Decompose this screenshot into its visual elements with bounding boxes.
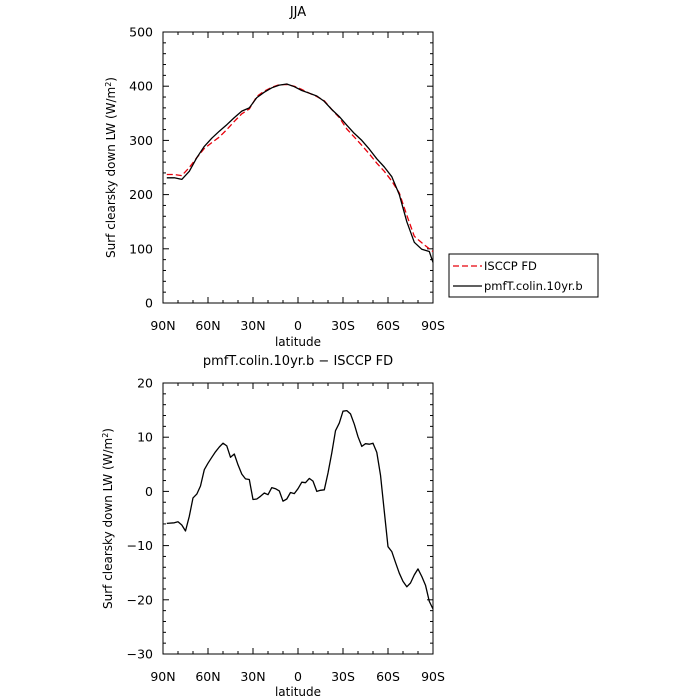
top-y-axis-label-sup: 2 <box>104 82 113 87</box>
top-y-tick-label: 500 <box>129 25 153 40</box>
legend: ISCCP FD pmfT.colin.10yr.b <box>448 253 599 298</box>
top-y-tick-label: 100 <box>129 241 153 256</box>
top-series-line-0 <box>166 83 434 253</box>
top-x-tick-label: 30S <box>331 318 355 333</box>
legend-label-isccp: ISCCP FD <box>484 259 537 273</box>
top-chart-title: JJA <box>289 5 306 20</box>
bottom-chart-title: pmfT.colin.10yr.b − ISCCP FD <box>203 354 393 369</box>
bottom-y-axis-label-end: ) <box>101 428 115 433</box>
bottom-y-tick-label: 20 <box>137 376 153 391</box>
top-y-tick-labels: 0 100 200 300 400 500 <box>129 25 153 311</box>
top-y-tick-label: 400 <box>129 79 153 94</box>
bottom-tick-marks <box>162 382 434 655</box>
top-x-tick-label: 90N <box>150 318 175 333</box>
top-x-tick-label: 60S <box>376 318 400 333</box>
top-y-axis-label-main: Surf clearsky down LW (W/m <box>104 87 118 258</box>
top-x-tick-labels: 90N 60N 30N 0 30S 60S 90S <box>150 318 445 333</box>
bottom-y-axis-label-sup: 2 <box>101 433 110 438</box>
bottom-y-axis-label-main: Surf clearsky down LW (W/m <box>101 438 115 609</box>
bottom-y-tick-label: −10 <box>127 538 153 553</box>
bottom-series-line-0 <box>166 409 434 610</box>
bottom-x-tick-label: 90N <box>150 669 175 684</box>
bottom-x-tick-label: 90S <box>421 669 445 684</box>
top-y-tick-label: 300 <box>129 133 153 148</box>
bottom-x-tick-label: 30S <box>331 669 355 684</box>
top-y-axis-label: Surf clearsky down LW (W/m2) <box>104 77 118 258</box>
bottom-x-tick-label: 0 <box>294 669 302 684</box>
legend-box <box>448 253 599 298</box>
bottom-x-tick-label: 30N <box>240 669 265 684</box>
legend-label-model: pmfT.colin.10yr.b <box>484 279 583 293</box>
top-y-axis-label-end: ) <box>104 77 118 82</box>
top-x-tick-label: 30N <box>240 318 265 333</box>
bottom-x-axis-label: latitude <box>275 685 321 699</box>
bottom-y-axis-label: Surf clearsky down LW (W/m2) <box>101 428 115 609</box>
bottom-x-tick-label: 60S <box>376 669 400 684</box>
top-x-tick-label: 0 <box>294 318 302 333</box>
top-series-lines <box>166 83 434 263</box>
bottom-y-tick-labels: −30 −20 −10 0 10 20 <box>127 376 153 662</box>
bottom-y-tick-label: 10 <box>137 430 153 445</box>
top-plot-frame <box>162 31 434 304</box>
top-x-axis-label: latitude <box>275 335 321 349</box>
bottom-plot-frame <box>162 382 434 655</box>
top-x-tick-label: 60N <box>195 318 220 333</box>
bottom-y-tick-label: −20 <box>127 592 153 607</box>
bottom-y-tick-label: 0 <box>145 484 153 499</box>
top-series-line-1 <box>166 83 434 263</box>
bottom-series-lines <box>166 409 434 610</box>
top-y-tick-label: 200 <box>129 187 153 202</box>
bottom-x-tick-label: 60N <box>195 669 220 684</box>
bottom-y-tick-label: −30 <box>127 647 153 662</box>
bottom-x-tick-labels: 90N 60N 30N 0 30S 60S 90S <box>150 669 445 684</box>
top-x-tick-label: 90S <box>421 318 445 333</box>
top-y-tick-label: 0 <box>145 296 153 311</box>
top-tick-marks <box>162 31 434 304</box>
top-panel: JJA 0 100 200 300 400 500 90N 60N 30N 0 30S 60S 90S… <box>104 5 599 349</box>
bottom-panel: pmfT.colin.10yr.b − ISCCP FD −30 −20 −10 0 1… <box>101 354 445 699</box>
